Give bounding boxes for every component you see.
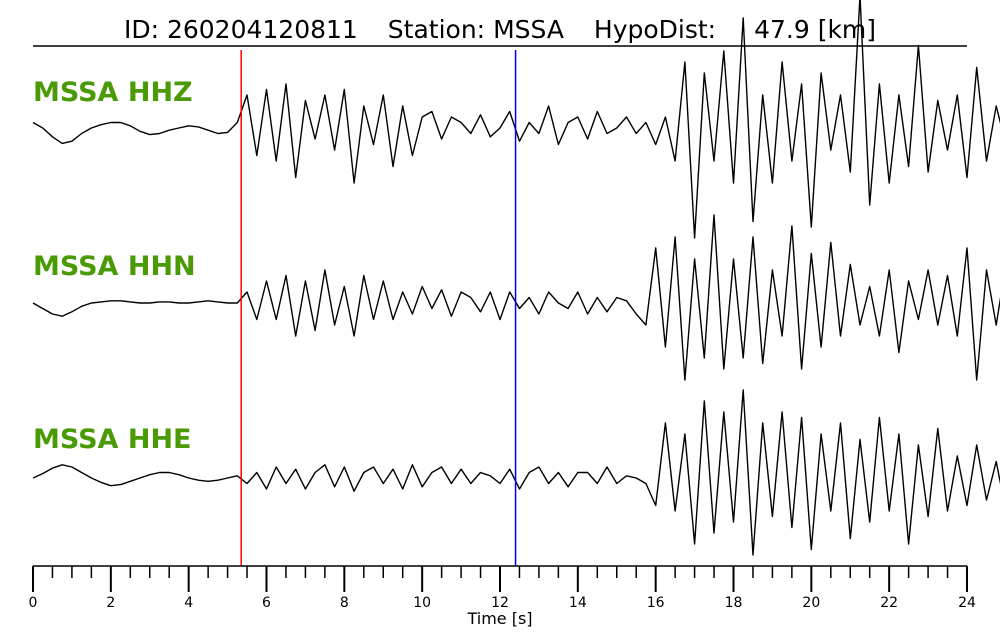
phase-marker-group <box>240 50 517 566</box>
x-tick-label: 6 <box>262 595 271 611</box>
chart-title: ID: 260204120811 Station: MSSA HypoDist:… <box>124 15 876 44</box>
x-tick-label: 16 <box>647 595 665 611</box>
title-dist-label: HypoDist: <box>594 15 716 44</box>
title-dist-unit: [km] <box>818 15 876 44</box>
x-tick-label: 10 <box>413 595 431 611</box>
channel-label-hhz: MSSA HHZ <box>33 77 193 108</box>
channel-label-group: MSSA HHZ MSSA HHN MSSA HHE <box>33 77 196 455</box>
x-tick-label: 4 <box>184 595 193 611</box>
x-tick-label: 8 <box>340 595 349 611</box>
x-axis-label: Time [s] <box>466 609 532 628</box>
x-tick-label: 2 <box>106 595 115 611</box>
x-tick-label: 0 <box>29 595 38 611</box>
title-dist-value: 47.9 <box>754 15 810 44</box>
x-tick-label: 24 <box>958 595 976 611</box>
x-tick-label: 18 <box>725 595 743 611</box>
channel-label-hhn: MSSA HHN <box>33 251 196 282</box>
title-id-label: ID: <box>124 15 159 44</box>
x-tick-label: 12 <box>491 595 509 611</box>
x-axis: 0 2 4 6 8 10 12 14 16 18 20 22 24 <box>29 565 976 611</box>
trace-hhz <box>32 0 1000 239</box>
x-tick-label: 20 <box>802 595 820 611</box>
x-tick-label: 14 <box>569 595 587 611</box>
x-tick-label: 22 <box>880 595 898 611</box>
title-station-label: Station: <box>388 15 485 44</box>
title-station-value: MSSA <box>493 15 564 44</box>
title-id-value: 260204120811 <box>167 15 358 44</box>
trace-hhn <box>32 214 1000 381</box>
channel-label-hhe: MSSA HHE <box>33 424 191 455</box>
trace-hhe <box>32 389 1000 556</box>
